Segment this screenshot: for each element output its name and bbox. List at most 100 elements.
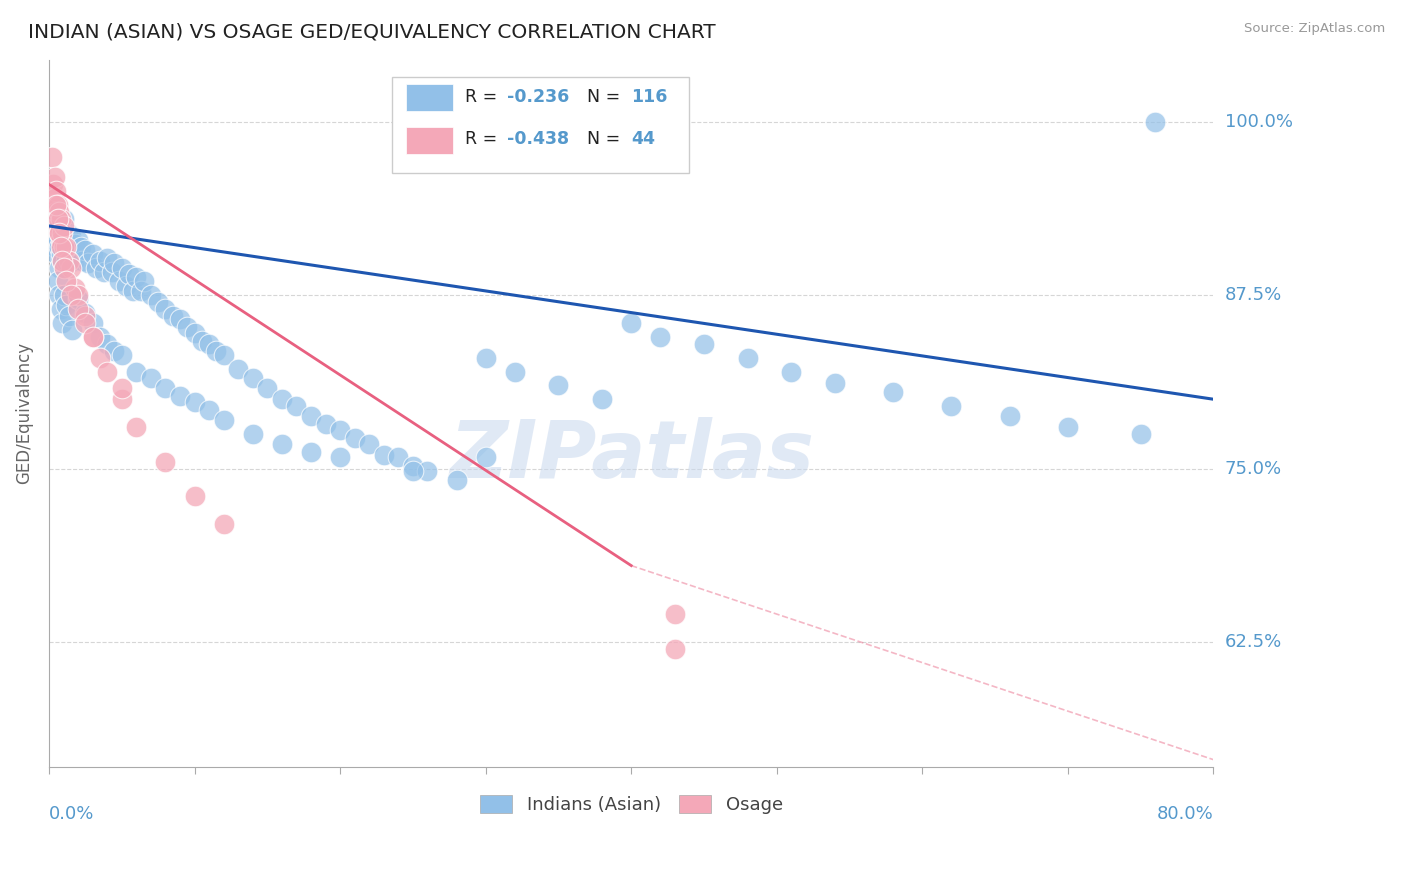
Point (474, 351, 496, 365)
Point (146, 295, 169, 310)
Point (67, 233, 90, 247)
Point (49, 226, 72, 240)
Text: N =: N = (576, 88, 626, 106)
Point (59, 288, 82, 302)
Point (46, 198, 69, 212)
Point (44, 170, 66, 185)
Point (155, 302, 177, 317)
Text: R =: R = (465, 88, 502, 106)
Point (48, 240, 70, 254)
Point (46, 219, 69, 233)
Point (75, 316, 97, 330)
Point (100, 265, 122, 279)
Point (52, 288, 75, 302)
Point (591, 392, 613, 407)
Point (503, 364, 526, 378)
Point (82, 246, 104, 260)
Point (45, 205, 67, 219)
Point (42, 198, 65, 212)
Point (824, 376, 846, 390)
Point (474, 450, 496, 465)
Text: 80.0%: 80.0% (1157, 805, 1213, 823)
Point (44, 212, 66, 227)
Point (55, 298, 77, 312)
Point (118, 268, 141, 282)
Point (72, 253, 94, 268)
Point (46, 212, 69, 227)
Point (1057, 420, 1080, 434)
Point (242, 426, 264, 441)
Text: R =: R = (465, 130, 502, 148)
Point (46, 233, 69, 247)
Point (270, 392, 292, 407)
Point (111, 381, 134, 395)
Text: 75.0%: 75.0% (1225, 459, 1282, 477)
Point (329, 450, 352, 465)
Point (162, 309, 184, 323)
Point (343, 431, 366, 445)
Point (270, 436, 292, 450)
Point (650, 330, 672, 344)
Point (51, 228, 73, 243)
Point (155, 381, 177, 395)
Point (737, 351, 759, 365)
Point (96, 336, 118, 351)
Point (111, 392, 134, 407)
Point (49, 233, 72, 247)
Point (132, 274, 155, 288)
Text: 100.0%: 100.0% (1225, 113, 1292, 131)
Point (329, 423, 352, 437)
Point (75, 306, 97, 320)
Point (84, 260, 107, 275)
Point (51, 253, 73, 268)
Point (191, 334, 214, 348)
Text: -0.438: -0.438 (506, 130, 569, 148)
Point (373, 448, 395, 462)
Point (387, 450, 409, 465)
Point (67, 288, 90, 302)
Point (60, 323, 83, 337)
Point (402, 458, 425, 473)
Point (46, 212, 69, 227)
Text: 87.5%: 87.5% (1225, 286, 1282, 304)
Point (941, 399, 963, 413)
Point (183, 326, 205, 340)
Point (66, 246, 89, 260)
Point (48, 288, 70, 302)
Point (198, 336, 221, 351)
Point (96, 364, 118, 378)
Point (664, 607, 686, 621)
Point (693, 336, 716, 351)
Point (96, 251, 118, 265)
FancyBboxPatch shape (406, 85, 453, 112)
Point (226, 361, 249, 376)
Point (82, 330, 104, 344)
Point (416, 464, 439, 478)
Point (155, 455, 177, 469)
Point (122, 284, 145, 298)
Point (103, 256, 125, 270)
Point (446, 473, 468, 487)
Point (44, 240, 66, 254)
Text: 62.5%: 62.5% (1225, 632, 1282, 651)
Point (242, 371, 264, 385)
Point (212, 348, 235, 362)
Point (55, 253, 77, 268)
Point (882, 385, 904, 400)
Point (82, 316, 104, 330)
Text: -0.236: -0.236 (506, 88, 569, 106)
Point (63, 281, 86, 295)
Text: 0.0%: 0.0% (49, 805, 94, 823)
Point (125, 420, 148, 434)
Point (77, 256, 100, 270)
Point (58, 309, 80, 323)
Point (359, 436, 381, 450)
Point (115, 278, 138, 293)
Point (45, 219, 67, 233)
Point (48, 226, 70, 240)
Point (1129, 426, 1152, 441)
Point (49, 246, 72, 260)
Text: 44: 44 (631, 130, 655, 148)
Point (48, 226, 70, 240)
Point (55, 274, 77, 288)
